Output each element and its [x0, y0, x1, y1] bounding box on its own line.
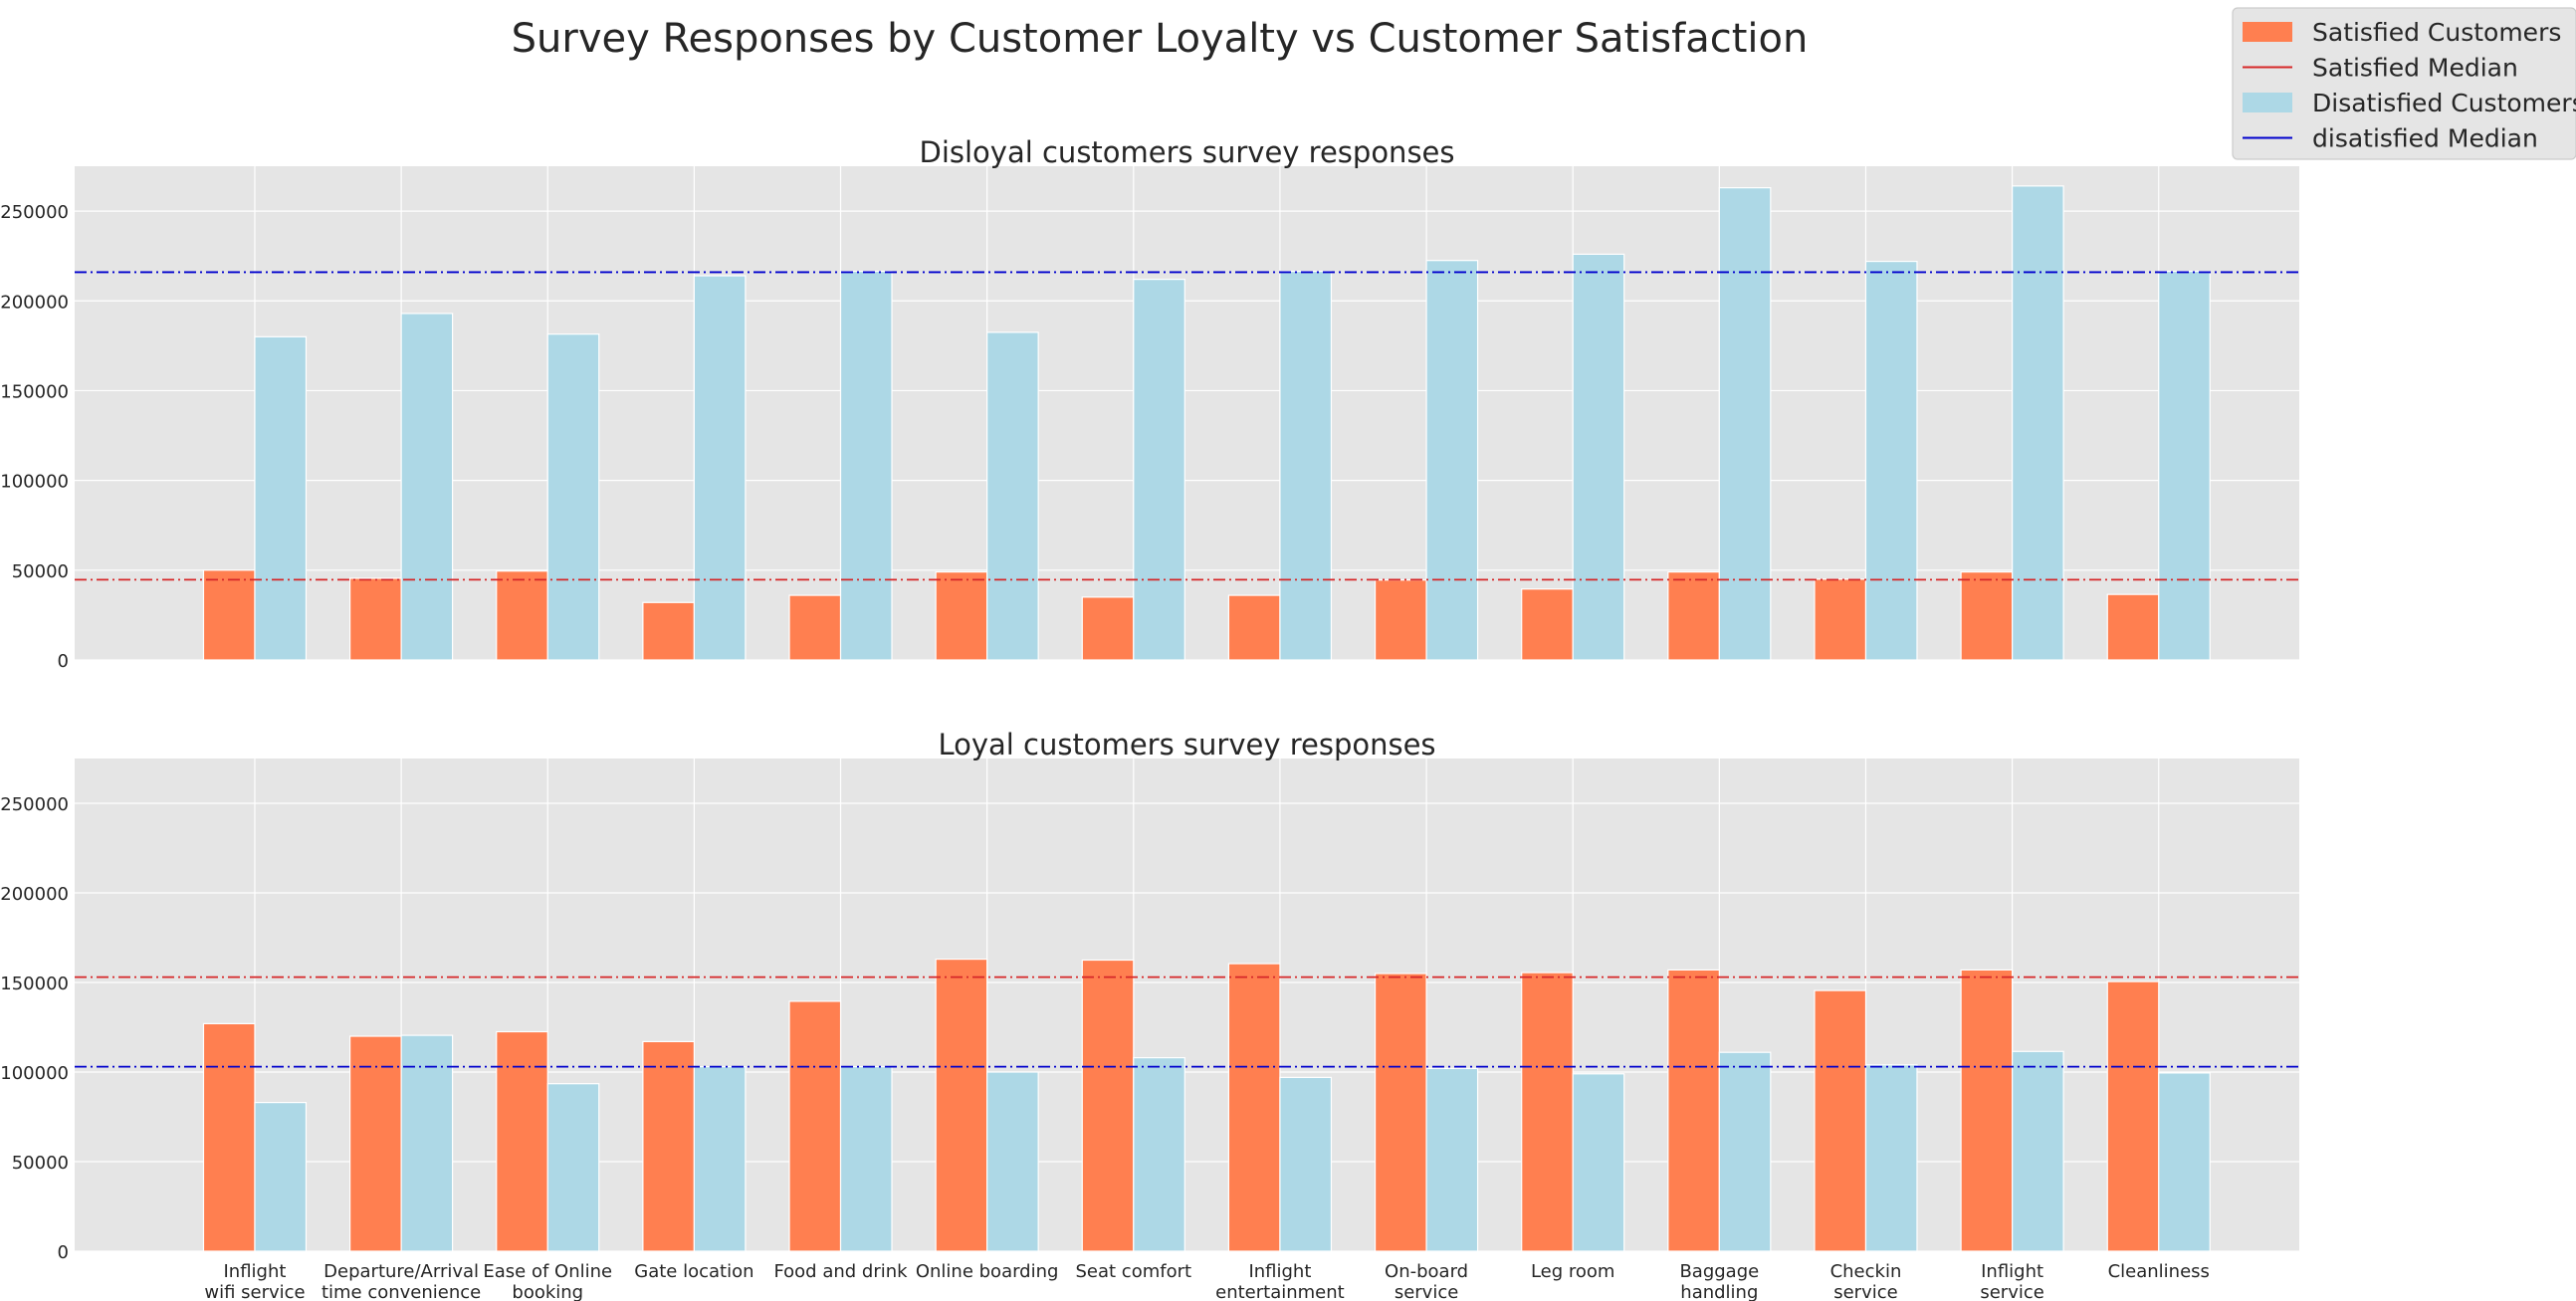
figure-title: Survey Responses by Customer Loyalty vs …	[512, 16, 1809, 62]
chart-panel-2: 0 50000 100000 150000 200000 250000 Loyal cust…	[0, 728, 2299, 1301]
bar-dissatisfied	[986, 331, 1039, 661]
bar-dissatisfied	[254, 1101, 308, 1252]
bar-satisfied	[642, 1040, 695, 1252]
bar-satisfied	[935, 958, 988, 1252]
bar-dissatisfied	[254, 335, 308, 661]
bar-satisfied	[2106, 593, 2160, 661]
bar-dissatisfied	[1718, 1051, 1772, 1252]
bar-dissatisfied	[546, 333, 600, 661]
legend-swatch	[2243, 93, 2292, 112]
x-tick-label: Food and drink	[773, 1261, 908, 1282]
bar-satisfied	[1814, 578, 1867, 661]
x-tick-label: Cleanliness	[2108, 1261, 2210, 1282]
bar-satisfied	[1081, 959, 1135, 1252]
y-tick-label: 250000	[0, 794, 69, 815]
bar-dissatisfied	[2158, 270, 2211, 661]
y-tick-label: 250000	[0, 202, 69, 223]
x-tick-label: Checkin service	[1830, 1261, 1902, 1301]
bar-satisfied	[349, 1035, 402, 1252]
panel-title: Disloyal customers survey responses	[919, 135, 1454, 169]
bar-dissatisfied	[693, 1065, 747, 1252]
bar-satisfied	[349, 577, 402, 661]
bar-satisfied	[788, 594, 842, 661]
bar-dissatisfied	[2012, 185, 2064, 661]
legend-swatch	[2243, 22, 2292, 42]
bar-dissatisfied	[1572, 253, 1625, 661]
bar-satisfied	[1081, 596, 1135, 661]
bar-dissatisfied	[1279, 270, 1333, 661]
bar-dissatisfied	[1279, 1076, 1333, 1252]
y-tick-label: 150000	[0, 381, 69, 402]
legend-label: Disatisfied Customers	[2312, 89, 2576, 117]
x-tick-label: Leg room	[1531, 1261, 1615, 1282]
bar-dissatisfied	[1133, 279, 1185, 661]
bar-dissatisfied	[839, 1065, 893, 1252]
bar-dissatisfied	[400, 313, 454, 661]
x-tick-label: Gate location	[634, 1261, 753, 1282]
y-tick-label: 50000	[12, 1153, 69, 1174]
legend-box	[2232, 7, 2576, 160]
bar-satisfied	[1521, 972, 1574, 1252]
x-tick-label: Ease of Online booking	[483, 1261, 612, 1301]
bar-dissatisfied	[2012, 1050, 2064, 1252]
x-tick-label: Inflight wifi service	[204, 1261, 305, 1301]
bar-dissatisfied	[1572, 1073, 1625, 1252]
bar-satisfied	[1521, 588, 1574, 661]
bar-satisfied	[1960, 571, 2014, 661]
bar-satisfied	[1814, 989, 1867, 1252]
bar-dissatisfied	[1718, 187, 1772, 661]
legend-label: Satisfied Median	[2312, 54, 2518, 83]
legend-label: disatisfied Median	[2312, 124, 2538, 153]
bar-dissatisfied	[1864, 1064, 1918, 1252]
y-tick-label: 0	[58, 651, 69, 672]
bar-satisfied	[2106, 980, 2160, 1252]
bar-dissatisfied	[546, 1083, 600, 1252]
bar-dissatisfied	[1133, 1056, 1185, 1252]
x-tick-label: Online boarding	[916, 1261, 1059, 1282]
legend-label: Satisfied Customers	[2312, 18, 2561, 47]
bar-satisfied	[1374, 973, 1427, 1252]
bar-satisfied	[202, 1022, 256, 1252]
bar-satisfied	[1227, 963, 1281, 1252]
x-tick-label: Baggage handling	[1679, 1261, 1759, 1301]
y-tick-label: 200000	[0, 884, 69, 905]
legend: Satisfied Customers Satisfied Median Disat…	[2232, 7, 2576, 160]
x-tick-label: Inflight entertainment	[1215, 1261, 1345, 1301]
y-tick-label: 100000	[0, 1063, 69, 1084]
y-tick-label: 200000	[0, 292, 69, 313]
bar-satisfied	[496, 570, 548, 661]
bar-satisfied	[1374, 579, 1427, 661]
y-tick-label: 0	[58, 1242, 69, 1263]
bar-satisfied	[1667, 571, 1720, 661]
bar-dissatisfied	[400, 1034, 454, 1252]
bar-satisfied	[788, 1000, 842, 1252]
bar-dissatisfied	[1425, 1067, 1479, 1252]
bar-dissatisfied	[2158, 1072, 2211, 1252]
bar-satisfied	[1667, 969, 1720, 1252]
x-tick-label: On-board service	[1385, 1261, 1468, 1301]
bar-satisfied	[642, 601, 695, 661]
bar-satisfied	[1227, 594, 1281, 661]
bar-satisfied	[935, 571, 988, 661]
bar-satisfied	[496, 1030, 548, 1252]
bar-dissatisfied	[839, 270, 893, 661]
y-tick-label: 50000	[12, 561, 69, 582]
x-tick-label: Inflight service	[1980, 1261, 2043, 1301]
bar-dissatisfied	[1425, 260, 1479, 661]
x-tick-label: Departure/Arrival time convenience	[322, 1261, 481, 1301]
panel-title: Loyal customers survey responses	[938, 728, 1435, 761]
bar-satisfied	[202, 569, 256, 661]
bar-dissatisfied	[693, 275, 747, 661]
bar-dissatisfied	[1864, 260, 1918, 661]
bar-satisfied	[1960, 969, 2014, 1252]
x-tick-label: Seat comfort	[1076, 1261, 1192, 1282]
y-tick-label: 150000	[0, 974, 69, 994]
y-tick-label: 100000	[0, 472, 69, 493]
chart-panel-1: 0 50000 100000 150000 200000 250000 Disloyal c…	[0, 135, 2299, 672]
bar-dissatisfied	[986, 1071, 1039, 1252]
